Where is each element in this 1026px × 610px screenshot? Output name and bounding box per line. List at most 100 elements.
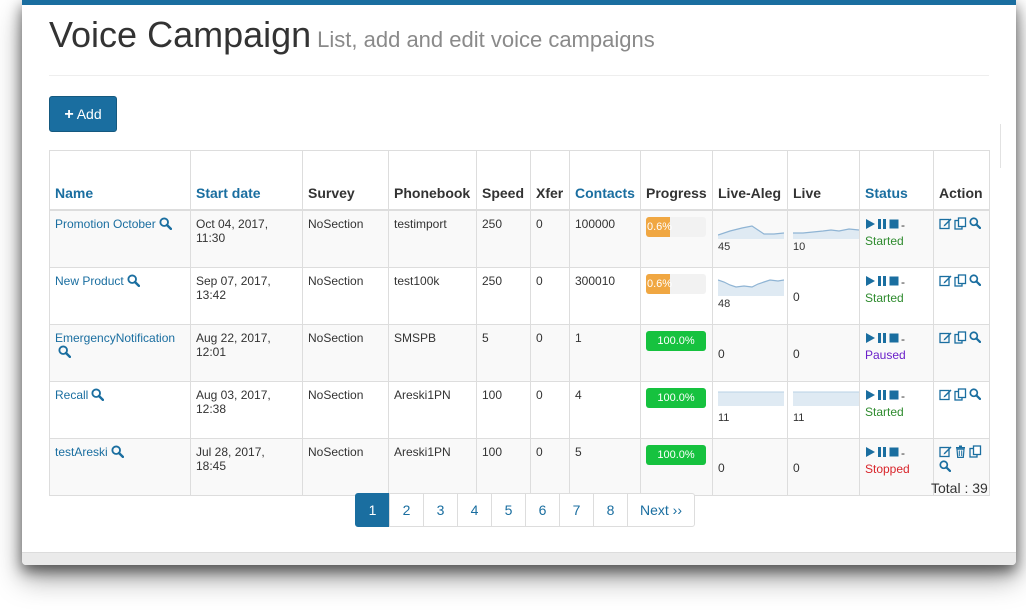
play-icon[interactable] [865,332,875,346]
edit-icon[interactable] [939,388,952,401]
search-icon[interactable] [969,388,982,401]
aleg-sparkline: 0 [718,331,782,371]
controls-separator: - [901,389,905,403]
duplicate-icon[interactable] [954,217,967,230]
page-button-1[interactable]: 1 [355,493,390,527]
live-value: 10 [793,241,806,253]
progress-fill [646,217,670,237]
status-text: Started [865,291,904,305]
column-header-live: Live [787,150,860,211]
stop-icon[interactable] [889,446,899,460]
stop-icon[interactable] [889,218,899,232]
stop-icon[interactable] [889,332,899,346]
duplicate-icon[interactable] [969,445,982,458]
progress-bar: 100.0% [646,445,706,465]
trash-icon[interactable] [954,445,967,458]
search-icon[interactable] [127,274,140,290]
search-icon[interactable] [969,217,982,230]
stop-icon[interactable] [889,389,899,403]
search-icon[interactable] [969,331,982,344]
controls-separator: - [901,446,905,460]
column-header-action: Action [933,150,990,211]
column-header-status[interactable]: Status [859,150,934,211]
search-icon[interactable] [91,388,105,404]
pause-icon[interactable] [877,446,887,460]
search-icon[interactable] [58,345,72,361]
page-button-6[interactable]: 6 [525,493,560,527]
edit-icon[interactable] [939,217,952,230]
status-text: Paused [865,348,906,362]
plus-icon: + [64,106,74,123]
page-button-4[interactable]: 4 [457,493,492,527]
cell-contacts: 300010 [569,267,641,325]
column-header-xfer: Xfer [530,150,570,211]
live-sparkline: 0 [793,331,854,371]
campaign-name-link[interactable]: Recall [55,388,89,403]
campaign-name-link[interactable]: testAreski [55,445,108,460]
cell-start-date: Oct 04, 2017, 11:30 [190,209,303,268]
stop-icon[interactable] [889,275,899,289]
progress-bar: 0.6% [646,274,706,294]
search-icon[interactable] [159,217,172,233]
campaign-name-link[interactable]: Promotion October [55,217,156,232]
pause-icon[interactable] [877,332,887,346]
column-header-contacts[interactable]: Contacts [569,150,641,211]
cell-name: Recall [49,381,191,439]
add-campaign-button[interactable]: + Add [49,96,117,132]
cell-contacts: 4 [569,381,641,439]
edit-icon[interactable] [939,445,952,458]
next-page-button[interactable]: Next ›› [627,493,695,527]
duplicate-icon[interactable] [954,274,967,287]
edit-icon[interactable] [939,274,952,287]
cell-start-date: Aug 22, 2017, 12:01 [190,324,303,382]
play-icon[interactable] [865,275,875,289]
column-header-speed: Speed [476,150,531,211]
cell-survey: NoSection [302,438,389,496]
play-icon[interactable] [865,218,875,232]
page-button-2[interactable]: 2 [389,493,424,527]
search-icon[interactable] [939,460,952,473]
header-divider [49,75,989,76]
column-header-name[interactable]: Name [49,150,191,211]
duplicate-icon[interactable] [954,388,967,401]
play-icon[interactable] [865,389,875,403]
cell-xfer: 0 [530,381,570,439]
cell-live-aleg: 45 [712,209,788,268]
campaign-name-link[interactable]: New Product [55,274,124,289]
play-icon[interactable] [865,446,875,460]
pause-icon[interactable] [877,275,887,289]
cell-action [933,324,990,382]
cell-status: - Stopped [859,438,934,496]
page-button-8[interactable]: 8 [593,493,628,527]
campaign-controls: - [865,217,928,233]
page-button-7[interactable]: 7 [559,493,594,527]
campaign-name-link[interactable]: EmergencyNotification [55,331,176,345]
cell-speed: 5 [476,324,531,382]
live-value: 0 [793,461,800,475]
status-text: Stopped [865,462,910,476]
start-time: 18:45 [196,459,227,473]
column-header-start-date[interactable]: Start date [190,150,303,211]
search-icon[interactable] [111,445,124,461]
window-bottom-edge [22,552,1016,565]
cell-live-aleg: 11 [712,381,788,439]
pause-icon[interactable] [877,389,887,403]
table-row: New Product Sep 07, 2017, 13:42 NoSection te… [49,267,990,325]
duplicate-icon[interactable] [954,331,967,344]
cell-phonebook: testimport [388,209,477,268]
start-time: 12:01 [196,345,227,359]
page-subtitle: List, add and edit voice campaigns [317,27,655,52]
edit-icon[interactable] [939,331,952,344]
progress-label: 0.6% [647,221,673,233]
cell-name: New Product [49,267,191,325]
search-icon[interactable] [969,274,982,287]
page-button-5[interactable]: 5 [491,493,526,527]
aleg-sparkline: 48 [718,274,784,314]
pause-icon[interactable] [877,218,887,232]
page-button-3[interactable]: 3 [423,493,458,527]
start-time: 12:38 [196,402,227,416]
cell-start-date: Sep 07, 2017, 13:42 [190,267,303,325]
progress-bar: 100.0% [646,388,706,408]
action-icons [939,331,987,344]
cell-xfer: 0 [530,324,570,382]
